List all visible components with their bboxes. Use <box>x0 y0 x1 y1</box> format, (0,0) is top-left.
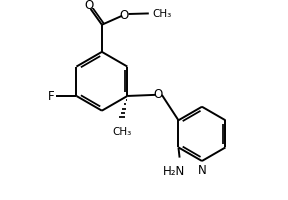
Text: O: O <box>85 0 94 12</box>
Text: CH₃: CH₃ <box>153 9 172 19</box>
Text: O: O <box>154 87 163 100</box>
Text: O: O <box>120 9 129 22</box>
Text: N: N <box>198 163 206 176</box>
Text: H₂N: H₂N <box>163 165 185 177</box>
Text: F: F <box>48 90 54 103</box>
Text: CH₃: CH₃ <box>112 126 131 136</box>
